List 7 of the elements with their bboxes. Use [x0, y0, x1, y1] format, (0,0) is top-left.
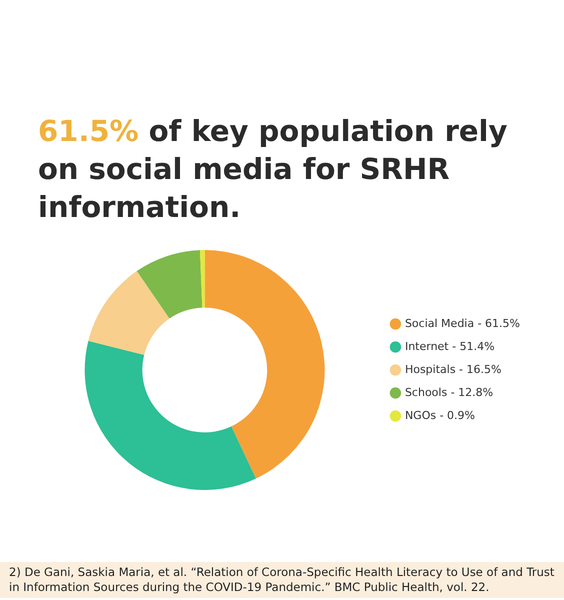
legend-label: Social Media - 61.5% — [404, 316, 520, 330]
chart-title: 61.5% of key population rely on social media for SRHR information. — [38, 113, 508, 226]
legend-label: NGOs - 0.9% — [404, 408, 476, 422]
legend-label: Internet - 51.4% — [404, 340, 495, 353]
legend-label: Schools - 12.8% — [404, 386, 494, 399]
legend-label: Hospitals - 16.5% — [404, 362, 502, 376]
text: 2) De Gani, Saskia Maria, et al. “Relation of Corona-Specific Health Literacy to Use of and Trust in Information Sources during the COVID-19 Pandemic.” BMC Public Health, vol. 22. — [0, 562, 564, 598]
